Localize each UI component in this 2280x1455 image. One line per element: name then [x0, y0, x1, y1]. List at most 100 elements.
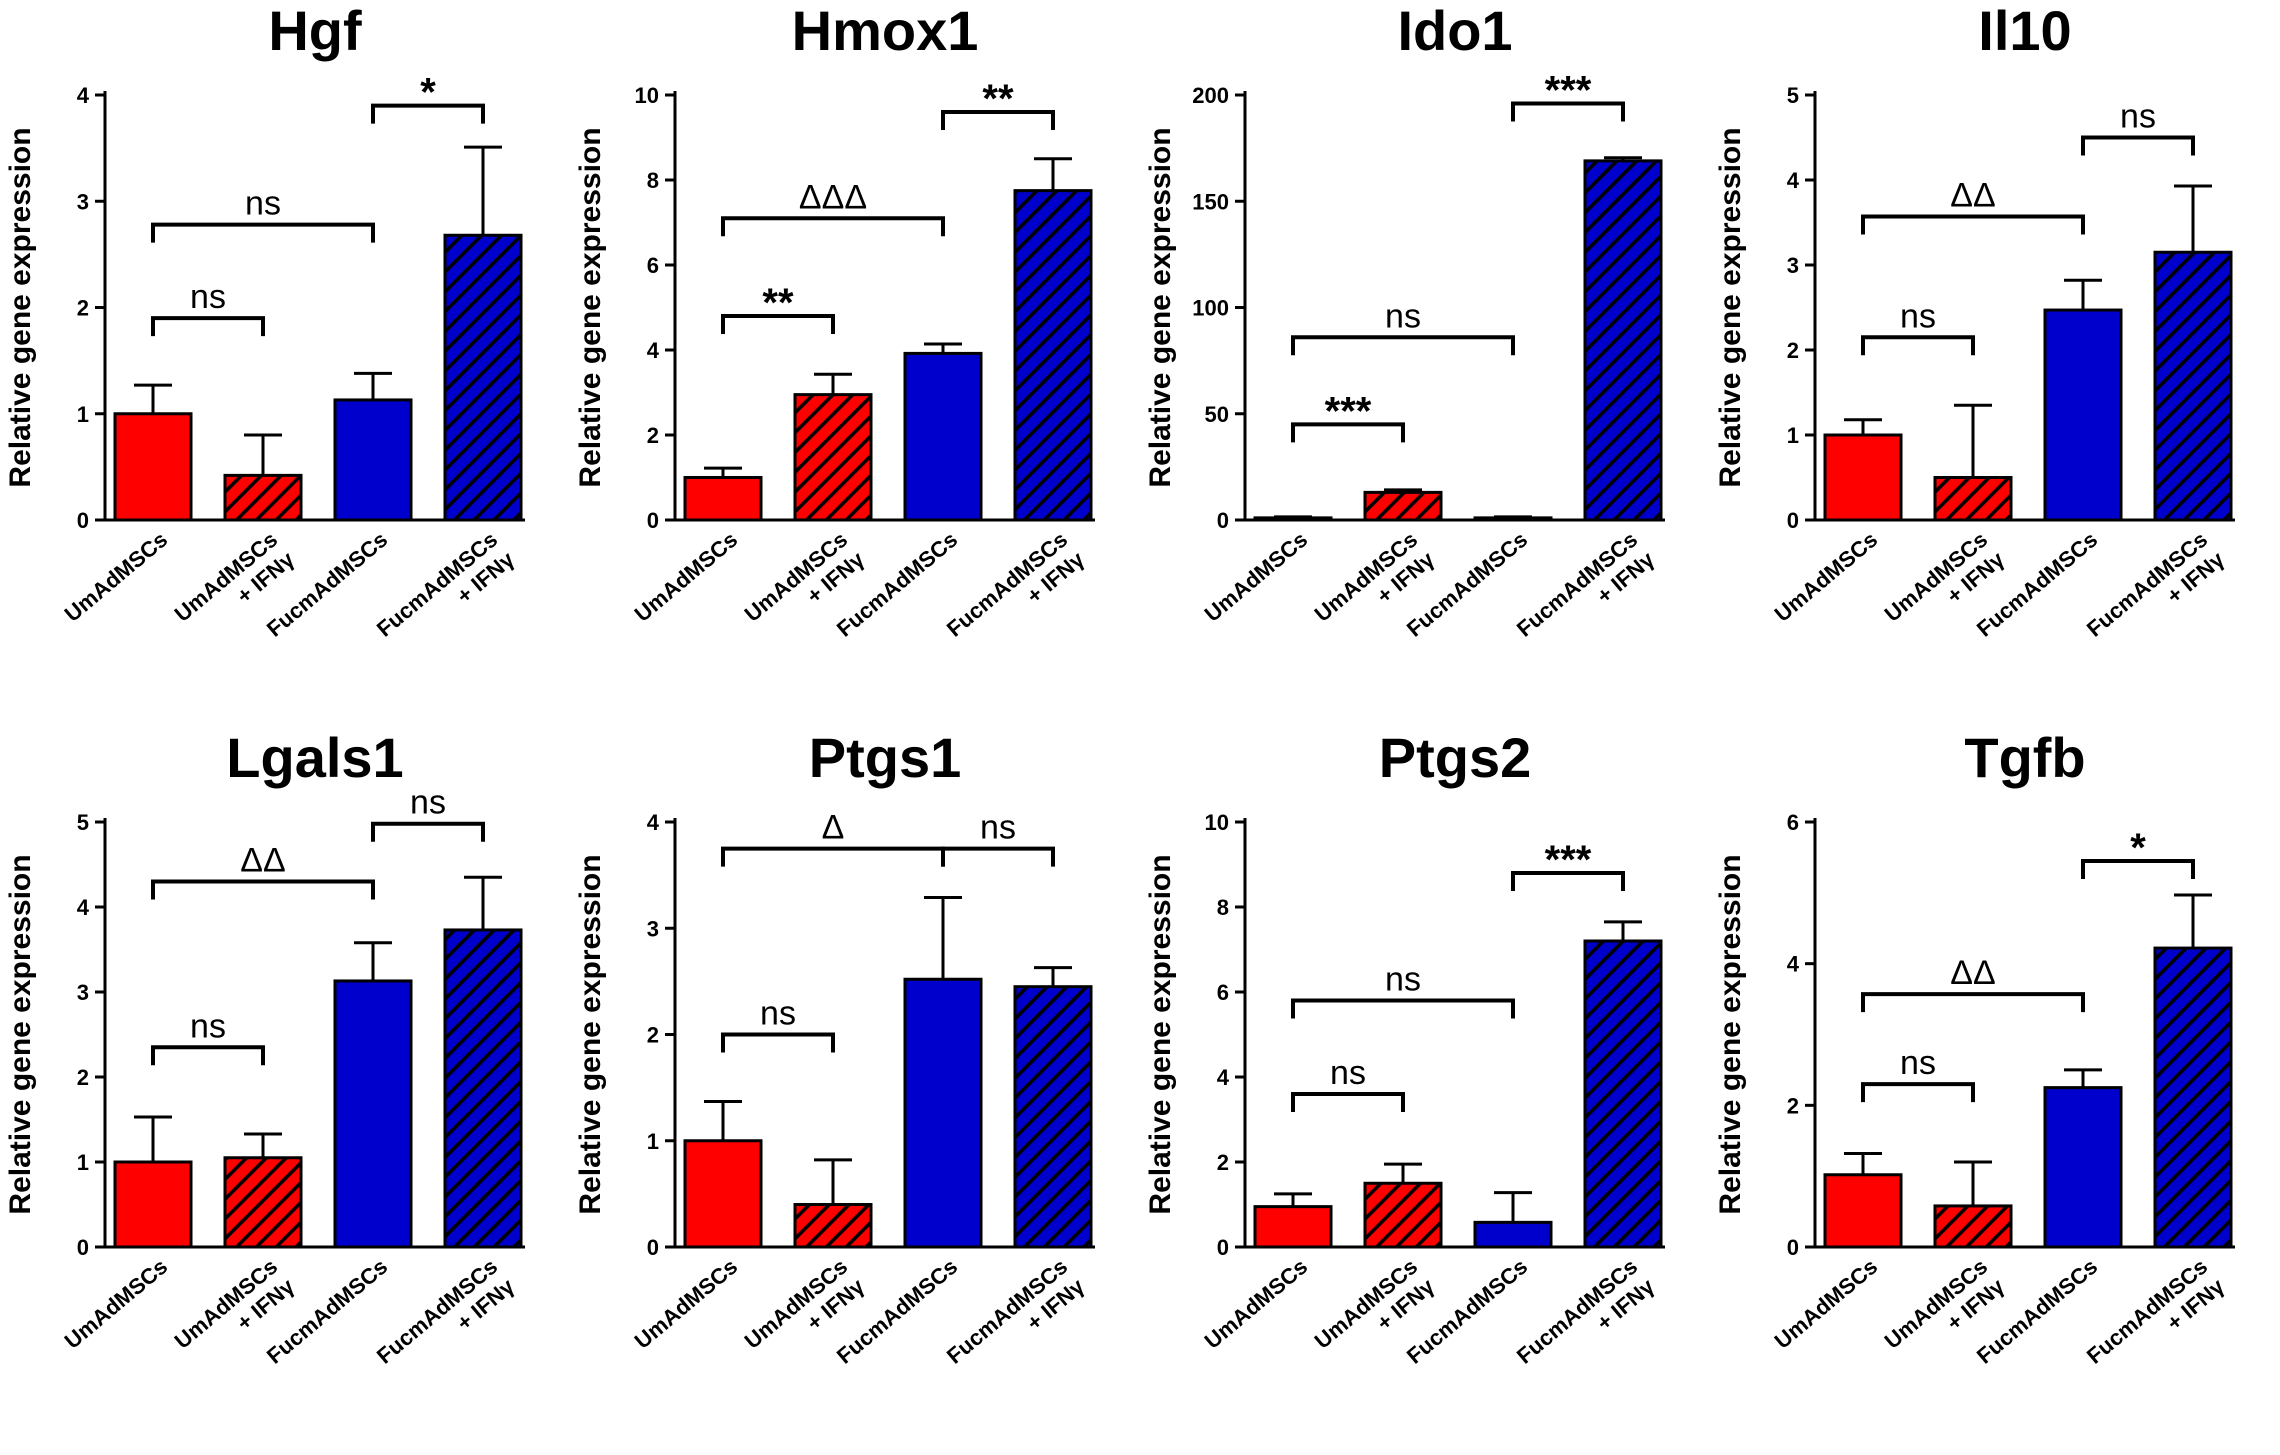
significance-label: ns — [1385, 297, 1421, 335]
y-tick-label: 100 — [1192, 296, 1229, 321]
chart-lgals1: Lgals1 Relative gene expression 0 1 2 3 4 5 UmAd… — [4, 727, 525, 1388]
significance-label: ΔΔ — [1950, 954, 1995, 992]
significance-bracket — [1861, 214, 2085, 235]
y-tick-label: 0 — [647, 1235, 659, 1260]
y-tick-label: 6 — [1217, 980, 1229, 1005]
y-tick-label: 3 — [1787, 253, 1799, 278]
bar-fucmadmscs-ifn — [1583, 939, 1663, 1249]
y-tick-label: 4 — [77, 895, 90, 920]
y-tick-label: 6 — [647, 253, 659, 278]
x-tick-label: UmAdMSCs — [60, 1254, 173, 1354]
y-axis-label: Relative gene expression — [4, 854, 37, 1214]
bar-fucmadmscs-ifn — [2153, 946, 2233, 1249]
bar-umadmscs — [683, 476, 763, 522]
significance-label: *** — [1545, 838, 1592, 882]
y-tick-label: 4 — [1217, 1065, 1230, 1090]
y-tick-label: 8 — [647, 168, 659, 193]
y-tick-label: 1 — [77, 402, 89, 427]
significance-label: * — [420, 71, 436, 115]
significance-bracket — [1861, 335, 1975, 356]
chart-title: Lgals1 — [226, 727, 403, 789]
bar-fucmadmscs-ifn — [443, 928, 523, 1249]
chart-hgf: Hgf Relative gene expression 0 1 2 3 4 UmAdMSCs… — [4, 0, 525, 642]
bar-umadmscs-ifn — [1363, 1181, 1443, 1249]
chart-title: Hgf — [268, 0, 362, 62]
chart-panel-hmox1: Hmox1 Relative gene expression 0 2 4 6 8 10 UmAd… — [570, 0, 1140, 727]
y-axis-label: Relative gene expression — [574, 854, 607, 1214]
chart-title: Hmox1 — [792, 0, 979, 62]
y-tick-label: 4 — [1787, 952, 1800, 977]
y-axis-label: Relative gene expression — [1144, 127, 1177, 487]
significance-bracket — [721, 314, 835, 334]
significance-label: ΔΔΔ — [799, 178, 867, 216]
significance-bracket — [151, 316, 265, 337]
bar-fucmadmscs — [903, 351, 983, 522]
bar-umadmscs-ifn — [793, 1203, 873, 1249]
y-tick-label: 8 — [1217, 895, 1229, 920]
x-tick-label: FucmAdMSCs+ IFNγ — [372, 1253, 520, 1388]
y-tick-label: 1 — [647, 1129, 659, 1154]
y-tick-label: 1 — [1787, 423, 1799, 448]
y-tick-label: 3 — [647, 916, 659, 941]
bar-fucmadmscs — [2043, 1086, 2123, 1249]
bar-umadmscs — [113, 1160, 193, 1249]
chart-title: Ptgs1 — [809, 727, 962, 789]
chart-panel-ptgs1: Ptgs1 Relative gene expression 0 1 2 3 4 UmAdMS… — [570, 727, 1140, 1454]
significance-label: ns — [1900, 297, 1936, 335]
significance-bracket — [2081, 135, 2195, 156]
y-axis-label: Relative gene expression — [1714, 127, 1747, 487]
y-tick-label: 2 — [1217, 1150, 1229, 1175]
y-tick-label: 2 — [647, 423, 659, 448]
bar-fucmadmscs-ifn — [443, 233, 523, 522]
significance-label: ** — [762, 281, 794, 325]
y-tick-label: 2 — [1787, 338, 1799, 363]
y-tick-label: 200 — [1192, 83, 1229, 108]
x-tick-label: FucmAdMSCs+ IFNγ — [2082, 526, 2230, 661]
significance-bracket — [1291, 998, 1515, 1019]
chart-hmox1: Hmox1 Relative gene expression 0 2 4 6 8 10 UmAd… — [574, 0, 1095, 642]
significance-label: ns — [2120, 98, 2156, 136]
significance-bracket — [1291, 335, 1515, 356]
significance-label: * — [2130, 826, 2146, 870]
bar-umadmscs-ifn — [223, 473, 303, 522]
significance-label: ns — [760, 995, 796, 1033]
chart-tgfb: Tgfb Relative gene expression 0 2 4 6 UmAdMSCs… — [1714, 727, 2235, 1369]
chart-panel-ido1: Ido1 Relative gene expression 0 50 100 150 200… — [1140, 0, 1710, 727]
y-tick-label: 3 — [77, 980, 89, 1005]
y-tick-label: 4 — [647, 338, 660, 363]
y-tick-label: 5 — [1787, 83, 1799, 108]
significance-label: ns — [980, 809, 1016, 847]
bar-fucmadmscs-ifn — [1013, 985, 1093, 1249]
y-tick-label: 0 — [1217, 1235, 1229, 1260]
bar-umadmscs-ifn — [1933, 476, 2013, 522]
significance-label: ΔΔ — [240, 842, 285, 880]
significance-label: ** — [982, 77, 1014, 121]
significance-label: ns — [190, 1007, 226, 1045]
significance-bracket — [1511, 871, 1625, 891]
y-tick-label: 4 — [647, 810, 660, 835]
bar-fucmadmscs-ifn — [1013, 189, 1093, 522]
y-tick-label: 0 — [1787, 508, 1799, 533]
x-tick-label: FucmAdMSCs+ IFNγ — [942, 1253, 1090, 1388]
significance-label: ns — [1385, 961, 1421, 999]
significance-bracket — [1291, 422, 1405, 443]
significance-label: ns — [245, 185, 281, 223]
chart-panel-ptgs2: Ptgs2 Relative gene expression 0 2 4 6 8 10 UmAd… — [1140, 727, 1710, 1454]
y-tick-label: 0 — [647, 508, 659, 533]
x-tick-label: FucmAdMSCs+ IFNγ — [1512, 1253, 1660, 1388]
significance-bracket — [721, 1032, 835, 1053]
bar-umadmscs — [1823, 433, 1903, 522]
significance-bracket — [151, 879, 375, 900]
significance-bracket — [941, 110, 1055, 130]
y-tick-label: 150 — [1192, 189, 1229, 214]
significance-label: ns — [190, 278, 226, 316]
y-tick-label: 10 — [1205, 810, 1229, 835]
bar-fucmadmscs-ifn — [1583, 159, 1663, 522]
chart-title: Tgfb — [1964, 727, 2085, 789]
y-tick-label: 5 — [77, 810, 89, 835]
bar-fucmadmscs — [333, 398, 413, 522]
significance-bracket — [371, 821, 485, 842]
y-tick-label: 50 — [1205, 402, 1229, 427]
significance-bracket — [2081, 858, 2195, 879]
